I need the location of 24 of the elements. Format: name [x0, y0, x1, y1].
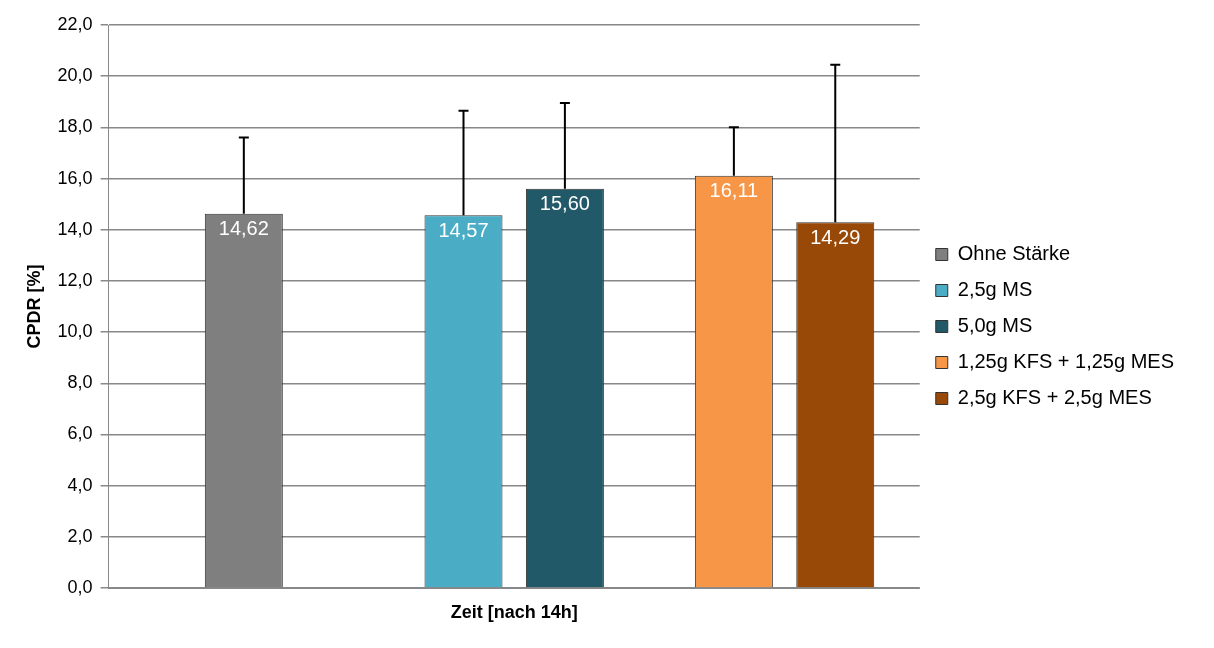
y-tick-label: 8,0: [67, 372, 93, 393]
y-tick-label: 14,0: [57, 218, 93, 239]
y-tick-label: 4,0: [67, 474, 93, 495]
data-label: 15,60: [539, 192, 590, 215]
y-tick-label: 2,0: [67, 525, 93, 546]
y-tick-label: 10,0: [57, 321, 93, 342]
legend-label: 1,25g KFS + 1,25g MES: [957, 350, 1175, 373]
x-axis-title: Zeit [nach 14h]: [450, 602, 578, 623]
legend-label: 5,0g MS: [957, 314, 1033, 337]
y-tick-label: 0,0: [67, 576, 93, 597]
data-label: 14,57: [438, 218, 489, 241]
y-tick-label: 20,0: [57, 65, 93, 86]
y-axis-title: CPDR [%]: [23, 264, 44, 349]
legend-label: 2,5g KFS + 2,5g MES: [957, 386, 1152, 409]
data-label: 14,62: [218, 217, 269, 240]
y-tick-label: 6,0: [67, 423, 93, 444]
y-tick-label: 16,0: [57, 167, 93, 188]
y-tick-label: 18,0: [57, 116, 93, 137]
data-label: 14,29: [810, 225, 861, 248]
y-tick-label: 12,0: [57, 269, 93, 290]
legend-label: 2,5g MS: [957, 278, 1033, 301]
legend-label: Ohne Stärke: [957, 242, 1071, 265]
y-tick-label: 22,0: [57, 13, 93, 34]
data-label: 16,11: [709, 179, 759, 202]
